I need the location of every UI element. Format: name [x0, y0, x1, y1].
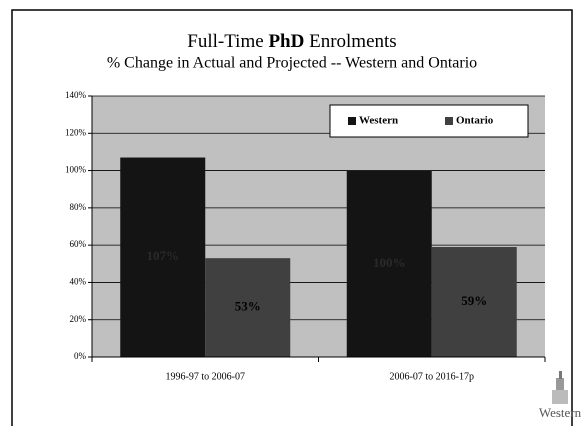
- data-label: 53%: [235, 299, 261, 314]
- data-label: 100%: [373, 255, 406, 270]
- data-label: 107%: [147, 248, 180, 263]
- bar: [431, 247, 517, 357]
- y-tick-label: 40%: [70, 276, 87, 286]
- legend-label: Western: [359, 115, 398, 127]
- logo-tower: [552, 390, 568, 404]
- logo-text: Western: [539, 405, 582, 420]
- bar: [205, 258, 291, 357]
- x-tick-label: 1996-97 to 2006-07: [166, 371, 245, 382]
- title-part: Enrolments: [309, 31, 397, 52]
- y-tick-label: 20%: [70, 314, 87, 324]
- chart-subtitle: % Change in Actual and Projected -- West…: [107, 55, 477, 72]
- y-tick-label: 100%: [65, 165, 87, 175]
- legend-label: Ontario: [456, 115, 494, 127]
- x-tick-label: 2006-07 to 2016-17p: [390, 371, 474, 382]
- data-label: 59%: [461, 293, 487, 308]
- y-tick-label: 80%: [70, 202, 87, 212]
- bar: [120, 157, 206, 357]
- y-tick-label: 0%: [74, 351, 87, 361]
- chart-title: Full-Time PhD Enrolments: [187, 31, 396, 52]
- y-tick-label: 120%: [65, 127, 87, 137]
- legend-swatch: [348, 117, 356, 125]
- legend-box: [329, 104, 529, 138]
- title-part: PhD: [268, 31, 304, 52]
- y-tick-label: 140%: [65, 90, 87, 100]
- legend-swatch: [445, 117, 453, 125]
- logo-tower: [559, 371, 562, 379]
- y-tick-label: 60%: [70, 239, 87, 249]
- bar: [346, 170, 432, 357]
- title-part: Full-Time: [187, 31, 263, 52]
- logo: Western: [539, 371, 582, 420]
